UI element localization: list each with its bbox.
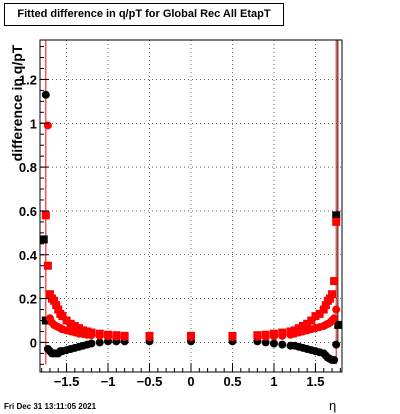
data-point-square (41, 316, 50, 325)
data-point-circle (95, 338, 104, 347)
error-bars (45, 40, 339, 365)
data-point-square (95, 329, 104, 338)
data-point-square (228, 331, 237, 340)
data-point-square (269, 329, 278, 338)
grid-lines (40, 40, 342, 372)
data-point-square (87, 328, 96, 337)
data-point-square (278, 328, 287, 337)
data-point-square (315, 309, 324, 318)
data-point-square (50, 296, 59, 305)
data-point-square (62, 316, 71, 325)
data-point-square (319, 305, 328, 314)
data-point-square (45, 290, 54, 299)
data-point-circle (261, 338, 270, 347)
data-point-square (74, 324, 83, 333)
x-tick-label: 0 (187, 374, 194, 389)
x-tick-label: −0.5 (137, 374, 163, 389)
y-tick-label: 0 (30, 335, 37, 350)
title-box: Fitted difference in q/pT for Global Rec… (4, 3, 284, 26)
data-point-square (321, 301, 330, 310)
data-point-square (299, 321, 308, 330)
data-point-circle (41, 90, 50, 99)
data-point-square (286, 327, 295, 336)
data-point-square (311, 312, 320, 321)
data-point-circle (269, 339, 278, 348)
data-point-square (332, 211, 341, 220)
data-point-square (79, 326, 88, 335)
data-point-square (112, 331, 121, 340)
data-points (39, 90, 343, 364)
data-point-circle (332, 305, 341, 314)
y-tick-label: 1.2 (19, 72, 37, 87)
data-point-square (334, 320, 343, 329)
x-axis-label: η (329, 398, 337, 413)
data-point-circle (330, 355, 339, 364)
data-point-square (52, 301, 61, 310)
data-point-square (54, 305, 63, 314)
data-point-square (290, 326, 299, 335)
data-point-square (307, 316, 316, 325)
data-point-circle (87, 339, 96, 348)
plot-frame (39, 39, 343, 373)
x-tick-label: 1.5 (306, 374, 324, 389)
axis-ticks: −1.5 −1 −0.5 0 0.5 1 1.5 0 0.2 0.4 0.6 0.8 1 1.2 (19, 46, 341, 389)
x-tick-label: 0.5 (223, 374, 241, 389)
data-point-square (325, 294, 334, 303)
x-tick-label: −1 (101, 374, 116, 389)
data-point-circle (330, 314, 339, 323)
data-point-square (120, 331, 129, 340)
data-point-square (145, 331, 154, 340)
data-point-square (41, 211, 50, 220)
chart-title: Fitted difference in q/pT for Global Rec… (17, 8, 271, 20)
data-point-square (58, 312, 67, 321)
data-point-square (330, 277, 339, 286)
data-point-square (187, 331, 195, 340)
y-tick-label: 1 (30, 116, 37, 131)
data-point-square (303, 319, 312, 328)
data-point-square (253, 331, 262, 340)
y-tick-label: 0.4 (19, 248, 38, 263)
timestamp-footer: Fri Dec 31 13:11:05 2021 (4, 402, 97, 411)
data-point-square (328, 290, 337, 299)
data-point-circle (332, 340, 341, 349)
data-point-square (66, 319, 75, 328)
data-point-square (332, 217, 341, 226)
data-point-square (39, 235, 48, 244)
data-point-square (294, 324, 303, 333)
data-point-square (43, 261, 52, 270)
x-tick-label: −1.5 (54, 374, 80, 389)
data-point-circle (278, 340, 287, 349)
y-tick-label: 0.2 (19, 292, 37, 307)
y-tick-label: 0.6 (19, 204, 37, 219)
y-tick-label: 0.8 (19, 160, 37, 175)
data-point-square (70, 321, 79, 330)
x-tick-label: 1 (270, 374, 277, 389)
data-point-square (261, 330, 270, 339)
data-point-circle (43, 121, 52, 130)
data-point-square (104, 330, 113, 339)
data-point-square (83, 327, 92, 336)
